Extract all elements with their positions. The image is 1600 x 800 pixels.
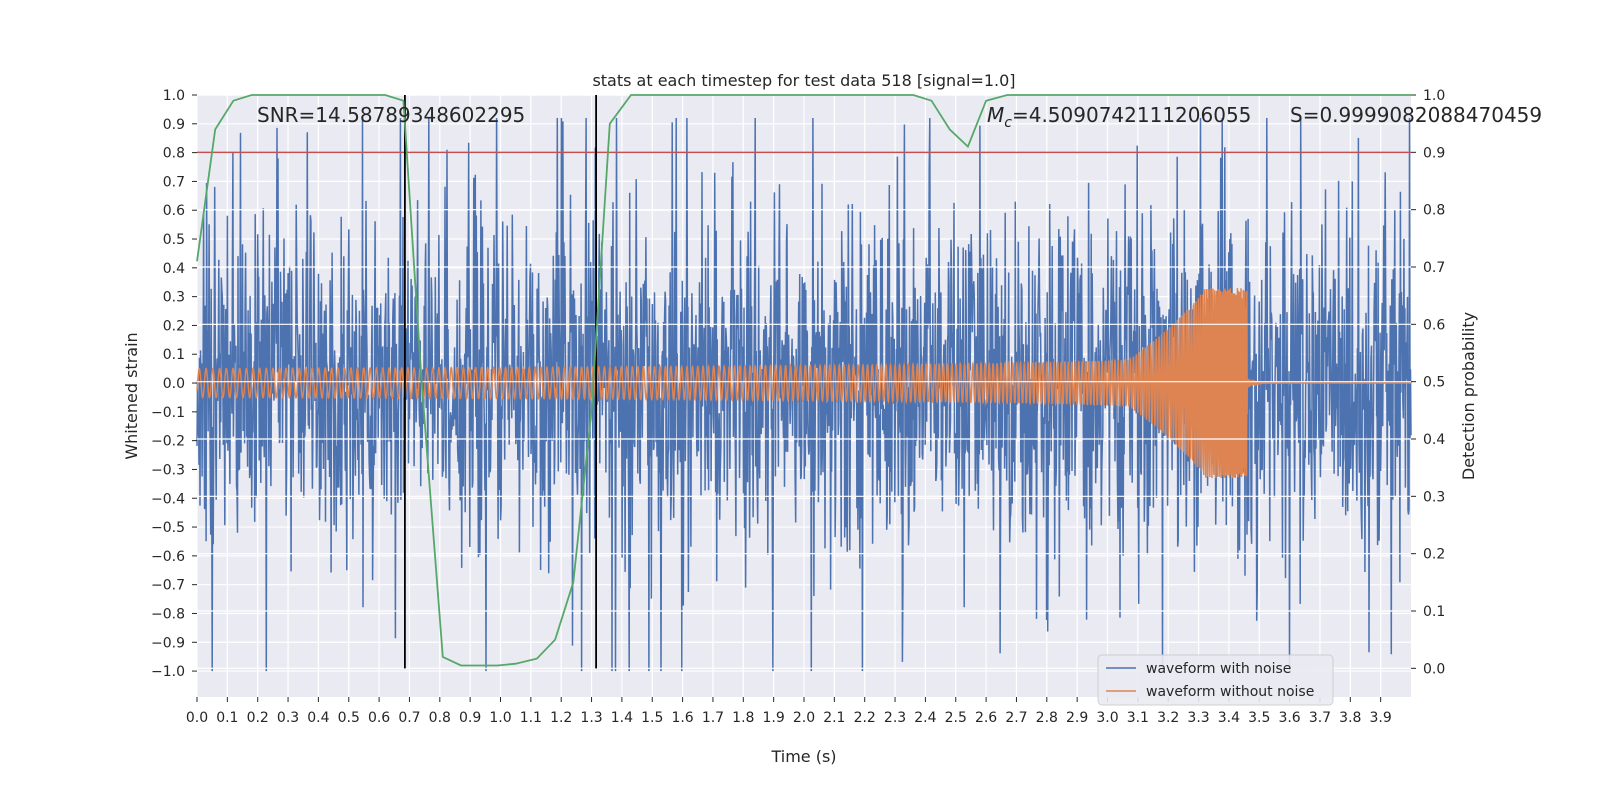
x-tick-label: 3.7 xyxy=(1309,710,1331,726)
y-tick-label-left: −0.3 xyxy=(151,462,185,478)
x-tick-label: 3.4 xyxy=(1218,710,1240,726)
x-tick-label: 2.8 xyxy=(1036,710,1058,726)
chart-title: stats at each timestep for test data 518… xyxy=(592,71,1015,90)
x-tick-label: 0.0 xyxy=(186,710,208,726)
y-tick-label-left: 0.6 xyxy=(163,203,185,219)
y-tick-label-left: −0.1 xyxy=(151,405,185,421)
y-tick-label-left: 0.2 xyxy=(163,318,185,334)
y-tick-label-right: 0.2 xyxy=(1423,547,1445,563)
y-tick-label-left: 0.5 xyxy=(163,232,185,248)
x-tick-label: 1.5 xyxy=(641,710,663,726)
x-tick-label: 1.7 xyxy=(702,710,724,726)
y-tick-label-left: −0.2 xyxy=(151,434,185,450)
x-tick-label: 3.5 xyxy=(1248,710,1270,726)
mc-subscript: c xyxy=(1004,115,1012,131)
x-tick-label: 1.8 xyxy=(732,710,754,726)
x-tick-label: 3.0 xyxy=(1096,710,1118,726)
x-tick-label: 0.4 xyxy=(307,710,329,726)
y-tick-label-right: 0.8 xyxy=(1423,203,1445,219)
x-tick-label: 0.2 xyxy=(247,710,269,726)
y-tick-label-right: 0.1 xyxy=(1423,604,1445,620)
x-tick-label: 1.2 xyxy=(550,710,572,726)
y-tick-label-right: 0.4 xyxy=(1423,432,1445,448)
mc-value: =4.5090742111206055 xyxy=(1012,103,1251,127)
x-tick-label: 0.9 xyxy=(459,710,481,726)
y-axis-label-right: Detection probability xyxy=(1459,312,1478,480)
x-tick-label: 0.1 xyxy=(216,710,238,726)
y-tick-label-left: −0.6 xyxy=(151,549,185,565)
y-tick-label-left: −0.5 xyxy=(151,520,185,536)
x-tick-label: 3.3 xyxy=(1187,710,1209,726)
x-tick-label: 1.4 xyxy=(611,710,633,726)
x-tick-label: 3.9 xyxy=(1370,710,1392,726)
x-tick-label: 1.6 xyxy=(671,710,693,726)
x-tick-label: 3.8 xyxy=(1339,710,1361,726)
y-tick-label-right: 1.0 xyxy=(1423,88,1445,104)
y-tick-label-right: 0.3 xyxy=(1423,489,1445,505)
x-tick-label: 3.6 xyxy=(1278,710,1300,726)
x-tick-label: 2.4 xyxy=(914,710,936,726)
x-tick-label: 1.3 xyxy=(580,710,602,726)
chirp-mass-annotation: Mc=4.5090742111206055 xyxy=(987,103,1251,131)
legend-entry-noise: waveform with noise xyxy=(1146,661,1291,677)
x-tick-label: 3.2 xyxy=(1157,710,1179,726)
overlay-lines xyxy=(196,94,1411,669)
x-tick-label: 0.8 xyxy=(429,710,451,726)
x-axis-label: Time (s) xyxy=(770,747,836,766)
mc-symbol: M xyxy=(987,103,1004,127)
y-axis-label-left: Whitened strain xyxy=(122,332,141,459)
x-tick-label: 2.7 xyxy=(1005,710,1027,726)
x-tick-label: 2.1 xyxy=(823,710,845,726)
x-tick-label: 1.0 xyxy=(489,710,511,726)
legend-box xyxy=(1097,654,1334,706)
x-tick-label: 2.3 xyxy=(884,710,906,726)
y-tick-label-left: −0.9 xyxy=(151,635,185,651)
y-tick-label-left: 0.1 xyxy=(163,347,185,363)
y-tick-label-right: 0.5 xyxy=(1423,375,1445,391)
x-tick-label: 0.3 xyxy=(277,710,299,726)
y-tick-label-left: 0.9 xyxy=(163,117,185,133)
x-tick-label: 0.7 xyxy=(398,710,420,726)
y-tick-label-left: 0.0 xyxy=(163,376,185,392)
x-tick-label: 2.6 xyxy=(975,710,997,726)
legend: waveform with noise waveform without noi… xyxy=(1097,654,1334,706)
y-tick-label-left: −1.0 xyxy=(151,664,185,680)
y-tick-label-right: 0.9 xyxy=(1423,145,1445,161)
y-tick-label-left: 1.0 xyxy=(163,88,185,104)
y-tick-label-left: 0.7 xyxy=(163,174,185,190)
x-tick-label: 1.9 xyxy=(763,710,785,726)
snr-annotation: SNR=14.58789348602295 xyxy=(257,103,525,127)
y-tick-label-left: 0.3 xyxy=(163,290,185,306)
clean-waveform-line xyxy=(196,288,1411,479)
y-tick-label-left: −0.8 xyxy=(151,606,185,622)
y-tick-label-left: 0.8 xyxy=(163,146,185,162)
axes: 0.0 0.1 0.2 0.3 0.4 0.5 0.6 0.7 0.8 0.9 1.0 1.1 1.2 1… xyxy=(151,88,1445,726)
x-tick-label: 2.0 xyxy=(793,710,815,726)
s-annotation: S=0.9999082088470459 xyxy=(1290,103,1542,127)
x-tick-label: 2.5 xyxy=(945,710,967,726)
x-tick-label: 0.5 xyxy=(338,710,360,726)
y-tick-label-right: 0.0 xyxy=(1423,661,1445,677)
x-tick-label: 2.9 xyxy=(1066,710,1088,726)
detection-probability-line xyxy=(196,94,1411,667)
y-tick-label-right: 0.7 xyxy=(1423,260,1445,276)
y-tick-label-left: −0.7 xyxy=(151,578,185,594)
y-tick-label-right: 0.6 xyxy=(1423,317,1445,333)
x-tick-label: 1.1 xyxy=(520,710,542,726)
clean-waveform-series xyxy=(196,288,1411,479)
x-tick-label: 2.2 xyxy=(854,710,876,726)
y-tick-label-left: 0.4 xyxy=(163,261,185,277)
x-tick-label: 3.1 xyxy=(1127,710,1149,726)
legend-entry-clean: waveform without noise xyxy=(1146,684,1314,700)
y-tick-label-left: −0.4 xyxy=(151,491,185,507)
x-tick-label: 0.6 xyxy=(368,710,390,726)
